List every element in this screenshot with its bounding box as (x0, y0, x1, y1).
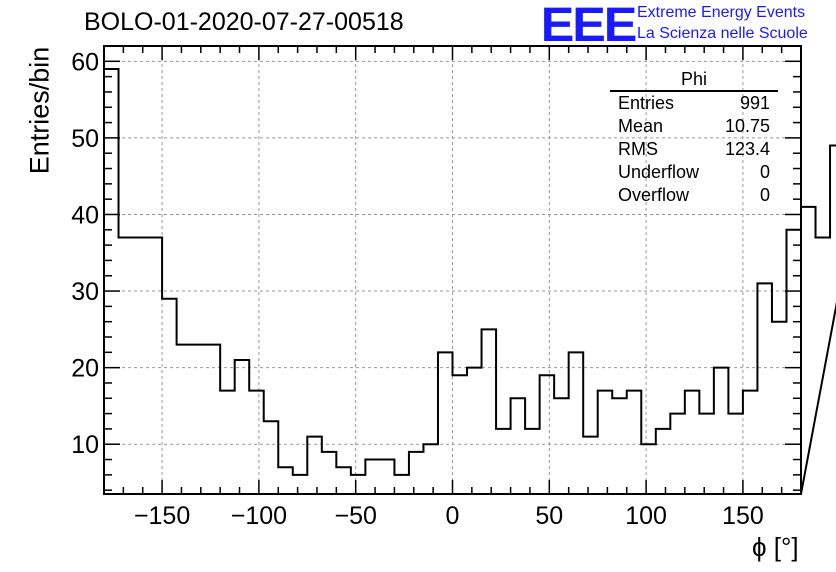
stats-value: 10.75 (724, 116, 770, 136)
x-tick-label: −100 (231, 502, 287, 530)
eee-logo: EEE (540, 0, 638, 52)
x-tick-label: 0 (446, 502, 460, 530)
stats-value: 123.4 (724, 139, 770, 159)
chart-title: BOLO-01-2020-07-27-00518 (84, 8, 404, 36)
grid-lines (104, 46, 801, 494)
x-tick-label: 150 (722, 502, 764, 530)
x-tick-label: −150 (134, 502, 190, 530)
stats-label: Underflow (618, 162, 700, 182)
stats-label: Entries (618, 93, 675, 113)
stats-row-entries: Entries 991 (610, 92, 778, 115)
y-tick-label: 20 (71, 355, 99, 383)
stats-label: Overflow (618, 185, 690, 205)
x-tick-label: 50 (535, 502, 563, 530)
tick-labels: −150 −100 −50 0 50 100 150 10 20 30 40 50 60 (71, 48, 764, 530)
stats-label: Mean (618, 116, 664, 136)
y-tick-label: 50 (71, 125, 99, 153)
stats-value: 0 (759, 185, 770, 205)
y-axis-label: Entries/bin (24, 46, 55, 175)
x-tick-label: 100 (625, 502, 667, 530)
histogram-step-line (104, 67, 836, 495)
stats-row-overflow: Overflow 0 (610, 184, 778, 207)
stats-row-rms: RMS 123.4 (610, 138, 778, 161)
x-tick-label: −50 (334, 502, 376, 530)
stats-label: RMS (618, 139, 658, 159)
logo-line-1: Extreme Energy Events (637, 4, 806, 21)
axis-ticks (103, 45, 802, 494)
y-tick-label: 30 (71, 278, 99, 306)
stats-row-mean: Mean 10.75 (610, 115, 778, 138)
y-tick-label: 40 (71, 201, 99, 229)
stats-value: 991 (739, 93, 770, 113)
stats-row-underflow: Underflow 0 (610, 161, 778, 184)
x-axis-label: ϕ [°] (752, 532, 799, 562)
stats-value: 0 (759, 162, 770, 182)
y-tick-label: 10 (71, 431, 99, 459)
y-tick-label: 60 (71, 48, 99, 76)
stats-box: Phi Entries 991 Mean 10.75 RMS 123.4 Und… (610, 69, 778, 207)
stats-title: Phi (610, 69, 778, 92)
logo-line-2: La Scienza nelle Scuole (637, 25, 808, 42)
